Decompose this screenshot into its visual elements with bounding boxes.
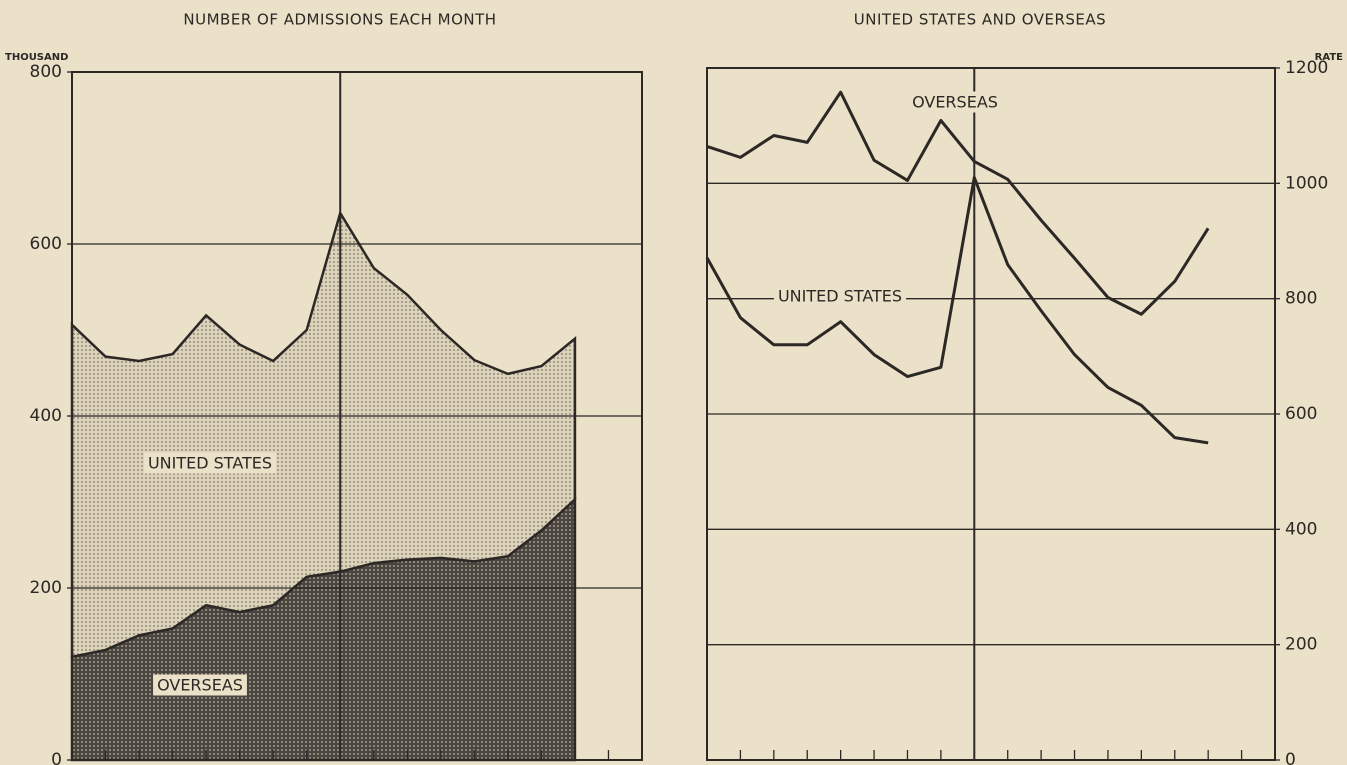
y-tick-label: 1000 bbox=[1285, 173, 1328, 193]
y-tick-label: 0 bbox=[51, 750, 62, 765]
y-tick-label: 200 bbox=[1285, 635, 1317, 655]
y-tick-label: 800 bbox=[1285, 289, 1317, 309]
y-tick-label: 600 bbox=[1285, 404, 1317, 424]
label-background bbox=[153, 674, 247, 696]
plot-frame bbox=[71, 71, 643, 761]
series-label: OVERSEAS bbox=[157, 676, 243, 695]
area bbox=[70, 209, 577, 659]
chart-title: NUMBER OF ADMISSIONS EACH MONTH bbox=[183, 11, 496, 29]
axis-label: THOUSAND bbox=[5, 52, 68, 63]
line bbox=[705, 176, 1209, 445]
line bbox=[706, 90, 1210, 316]
y-tick-label: 200 bbox=[30, 578, 62, 598]
series-label: OVERSEAS bbox=[912, 93, 998, 112]
y-tick-label: 800 bbox=[30, 62, 62, 82]
axis-label: RATE bbox=[1315, 52, 1343, 63]
chart-title: UNITED STATES AND OVERSEAS bbox=[854, 11, 1106, 29]
label-background bbox=[773, 285, 907, 307]
plot-frame bbox=[706, 67, 1276, 761]
y-tick-label: 0 bbox=[1285, 750, 1296, 765]
y-tick-label: 400 bbox=[30, 406, 62, 426]
y-tick-label: 600 bbox=[30, 234, 62, 254]
y-tick-label: 1200 bbox=[1285, 58, 1328, 78]
label-background bbox=[143, 452, 277, 474]
y-tick-label: 400 bbox=[1285, 519, 1317, 539]
label-background bbox=[908, 91, 1002, 113]
series-label: UNITED STATES bbox=[778, 287, 902, 306]
series-label: UNITED STATES bbox=[148, 454, 272, 473]
